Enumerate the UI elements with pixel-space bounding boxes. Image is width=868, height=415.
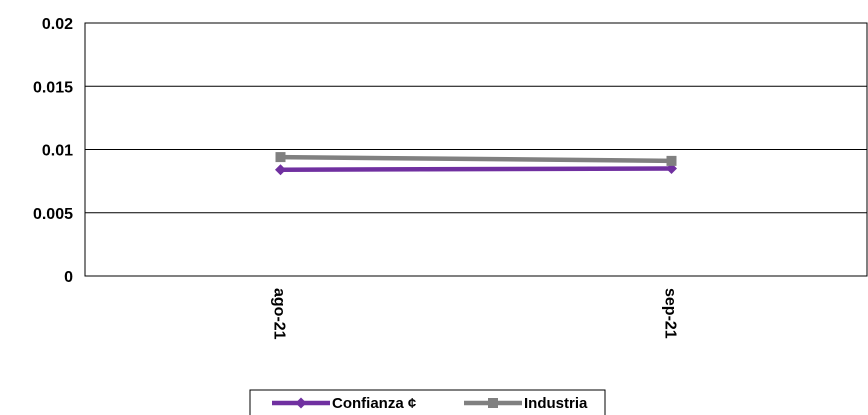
- data-point: [275, 164, 286, 176]
- series-lines: [275, 152, 677, 176]
- legend-swatch-marker: [295, 397, 307, 409]
- series-line: [280, 166, 672, 172]
- x-axis-ticks: ago-21 sep-21: [271, 288, 679, 340]
- x-tick-label: sep-21: [662, 288, 679, 339]
- y-tick-label: 0.01: [42, 143, 73, 160]
- y-tick-label: 0: [64, 269, 73, 286]
- x-tick-label: ago-21: [271, 288, 288, 340]
- series-line: [280, 154, 672, 164]
- series-1: [275, 162, 677, 176]
- legend-swatch-marker: [488, 398, 498, 408]
- data-point: [666, 155, 677, 166]
- legend-label: Industria: [524, 395, 588, 412]
- y-tick-label: 0.005: [33, 206, 73, 223]
- series-2: [275, 152, 677, 166]
- plot-area: [84, 22, 868, 277]
- legend-label: Confianza ¢: [332, 395, 416, 412]
- gridlines: [85, 22, 867, 277]
- legend-item: Confianza ¢: [272, 395, 416, 412]
- data-point: [275, 152, 286, 163]
- legend: Confianza ¢ Industria: [249, 389, 606, 415]
- y-axis-ticks: 0 0.005 0.01 0.015 0.02: [33, 16, 73, 286]
- y-tick-label: 0.015: [33, 79, 73, 96]
- legend-item: Industria: [464, 395, 588, 412]
- y-tick-label: 0.02: [42, 16, 73, 33]
